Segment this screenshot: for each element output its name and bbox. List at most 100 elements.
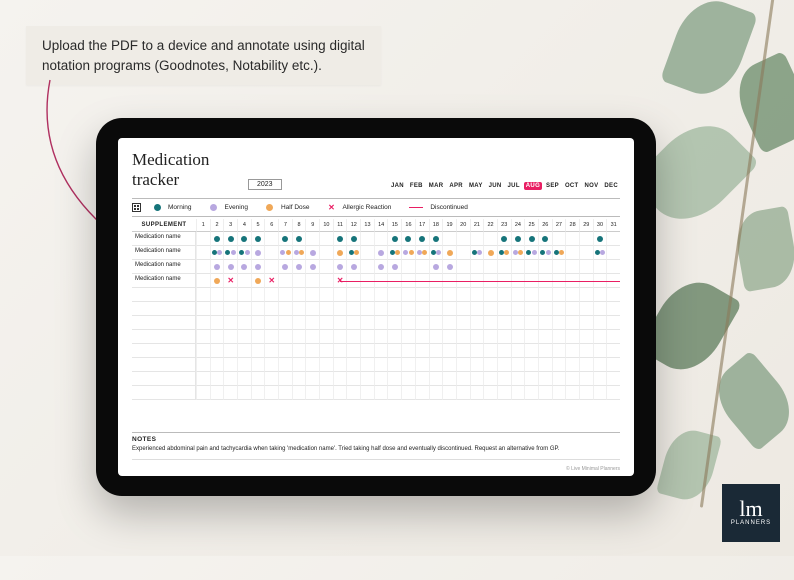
grid-cell[interactable] [251, 274, 265, 288]
grid-cell[interactable] [552, 358, 566, 372]
grid-cell[interactable] [346, 386, 360, 400]
grid-cell[interactable] [552, 330, 566, 344]
month-nov[interactable]: NOV [583, 182, 601, 190]
grid-cell[interactable] [456, 358, 470, 372]
grid-cell[interactable] [415, 232, 429, 246]
grid-cell[interactable] [278, 288, 292, 302]
grid-cell[interactable] [210, 372, 224, 386]
grid-cell[interactable] [292, 316, 306, 330]
grid-cell[interactable] [346, 358, 360, 372]
grid-cell[interactable] [374, 358, 388, 372]
grid-cell[interactable] [374, 372, 388, 386]
grid-cell[interactable] [456, 372, 470, 386]
grid-cell[interactable] [456, 316, 470, 330]
grid-cell[interactable] [305, 344, 319, 358]
grid-cell[interactable] [565, 288, 579, 302]
grid-cell[interactable] [593, 372, 607, 386]
grid-cell[interactable] [511, 246, 525, 260]
grid-cell[interactable] [210, 246, 224, 260]
grid-cell[interactable] [429, 232, 443, 246]
grid-cell[interactable] [524, 260, 538, 274]
grid-cell[interactable] [360, 358, 374, 372]
grid-cell[interactable] [305, 372, 319, 386]
grid-cell[interactable]: ✕ [264, 274, 278, 288]
grid-cell[interactable] [305, 246, 319, 260]
grid-cell[interactable] [511, 386, 525, 400]
grid-cell[interactable] [511, 316, 525, 330]
grid-cell[interactable] [606, 246, 620, 260]
month-jul[interactable]: JUL [506, 182, 522, 190]
grid-cell[interactable] [429, 260, 443, 274]
grid-cell[interactable] [538, 246, 552, 260]
row-label[interactable] [132, 386, 196, 400]
grid-cell[interactable] [251, 246, 265, 260]
grid-cell[interactable] [387, 330, 401, 344]
grid-cell[interactable] [593, 246, 607, 260]
grid-cell[interactable] [511, 302, 525, 316]
grid-cell[interactable] [497, 246, 511, 260]
grid-cell[interactable] [333, 372, 347, 386]
grid-cell[interactable] [305, 288, 319, 302]
grid-cell[interactable] [401, 372, 415, 386]
grid-cell[interactable] [415, 372, 429, 386]
grid-cell[interactable] [511, 330, 525, 344]
grid-cell[interactable] [552, 260, 566, 274]
grid-cell[interactable] [264, 288, 278, 302]
grid-cell[interactable] [251, 232, 265, 246]
grid-cell[interactable] [442, 330, 456, 344]
grid-cell[interactable] [196, 330, 210, 344]
grid-cell[interactable] [374, 302, 388, 316]
grid-cell[interactable] [374, 344, 388, 358]
month-may[interactable]: MAY [467, 182, 485, 190]
grid-cell[interactable] [360, 302, 374, 316]
grid-cell[interactable] [374, 232, 388, 246]
grid-cell[interactable] [210, 288, 224, 302]
grid-cell[interactable] [565, 260, 579, 274]
grid-cell[interactable] [223, 232, 237, 246]
grid-cell[interactable] [552, 344, 566, 358]
grid-cell[interactable] [593, 386, 607, 400]
grid-cell[interactable] [264, 386, 278, 400]
grid-cell[interactable] [374, 246, 388, 260]
grid-cell[interactable] [579, 288, 593, 302]
grid-cell[interactable] [429, 330, 443, 344]
grid-cell[interactable] [292, 344, 306, 358]
grid-cell[interactable] [593, 316, 607, 330]
grid-cell[interactable] [497, 386, 511, 400]
month-jun[interactable]: JUN [487, 182, 504, 190]
grid-cell[interactable] [538, 260, 552, 274]
grid-cell[interactable]: ✕ [223, 274, 237, 288]
grid-cell[interactable] [415, 260, 429, 274]
grid-cell[interactable] [292, 358, 306, 372]
grid-cell[interactable] [360, 344, 374, 358]
grid-cell[interactable] [470, 344, 484, 358]
row-label[interactable]: Medication name [132, 246, 196, 260]
grid-cell[interactable] [552, 386, 566, 400]
grid-cell[interactable] [552, 302, 566, 316]
grid-cell[interactable] [305, 316, 319, 330]
grid-cell[interactable] [606, 316, 620, 330]
grid-cell[interactable] [196, 372, 210, 386]
grid-cell[interactable] [278, 302, 292, 316]
grid-cell[interactable] [223, 316, 237, 330]
grid-cell[interactable] [579, 344, 593, 358]
grid-cell[interactable] [593, 344, 607, 358]
grid-cell[interactable] [483, 288, 497, 302]
grid-cell[interactable] [346, 330, 360, 344]
grid-cell[interactable] [237, 386, 251, 400]
grid-cell[interactable] [210, 386, 224, 400]
grid-cell[interactable] [251, 302, 265, 316]
grid-cell[interactable] [483, 358, 497, 372]
row-label[interactable] [132, 302, 196, 316]
grid-cell[interactable] [292, 386, 306, 400]
grid-cell[interactable] [497, 358, 511, 372]
grid-cell[interactable] [401, 330, 415, 344]
grid-cell[interactable] [196, 344, 210, 358]
month-feb[interactable]: FEB [408, 182, 425, 190]
grid-cell[interactable] [278, 274, 292, 288]
grid-cell[interactable] [319, 232, 333, 246]
grid-cell[interactable] [511, 344, 525, 358]
grid-cell[interactable] [237, 344, 251, 358]
grid-cell[interactable] [292, 372, 306, 386]
grid-cell[interactable] [483, 260, 497, 274]
